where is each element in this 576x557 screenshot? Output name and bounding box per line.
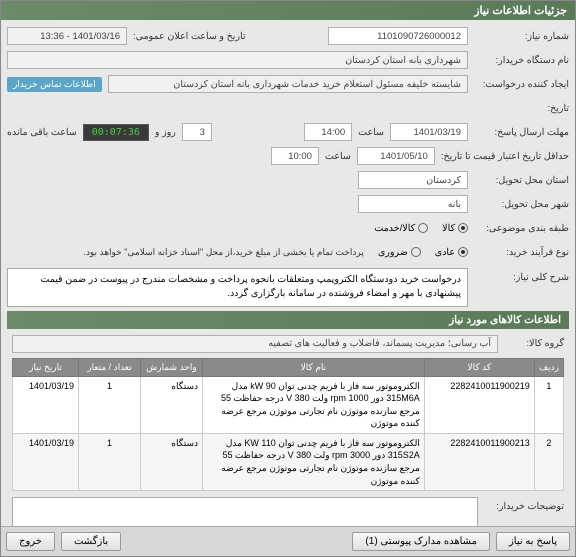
process-note: پرداخت تمام یا بخشی از مبلغ خرید،از محل … <box>7 247 364 258</box>
validity-label: حداقل تاریخ اعتبار قیمت تا تاریخ: <box>441 151 569 162</box>
footer-bar: پاسخ به نیاز مشاهده مدارک پیوستی (1) باز… <box>1 526 575 556</box>
grouping-opt-service[interactable]: کالا/خدمت <box>374 223 428 234</box>
reply-button[interactable]: پاسخ به نیاز <box>496 532 570 551</box>
goods-section-body: گروه کالا: آب رسانی؛ مدیریت پسماند، فاضل… <box>7 329 569 527</box>
desc-text: درخواست خرید دودستگاه الکتروپمپ ومتعلقات… <box>7 268 468 307</box>
hour-label-2: ساعت <box>325 151 351 162</box>
request-creator-label: ایجاد کننده درخواست: <box>474 79 569 90</box>
table-cell-code: 2282410011900213 <box>424 433 534 490</box>
table-cell-idx: 1 <box>534 376 563 433</box>
days-value: 3 <box>182 123 212 141</box>
table-cell-qty: 1 <box>79 376 141 433</box>
announce-label: تاریخ و ساعت اعلان عمومی: <box>133 31 246 42</box>
table-cell-unit: دستگاه <box>141 433 203 490</box>
buyer-org-label: نام دستگاه خریدار: <box>474 55 569 66</box>
table-row[interactable]: 12282410011900219الکتروموتور سه فاز با ف… <box>13 376 564 433</box>
table-row[interactable]: 22282410011900213الکتروموتور سه فاز با ف… <box>13 433 564 490</box>
contact-badge[interactable]: اطلاعات تماس خریدار <box>7 77 102 92</box>
table-cell-unit: دستگاه <box>141 376 203 433</box>
reply-deadline-time: 14:00 <box>304 123 352 141</box>
province-label: استان محل تحویل: <box>474 175 569 186</box>
province-field: کردستان <box>358 171 468 189</box>
need-number-field: 1101090726000012 <box>328 27 468 45</box>
announce-value: 1401/03/16 - 13:36 <box>7 27 127 45</box>
goods-th: واحد شمارش <box>141 358 203 376</box>
process-label: نوع فرآیند خرید: <box>474 247 569 258</box>
validity-time: 10:00 <box>271 147 319 165</box>
goods-th: کد کالا <box>424 358 534 376</box>
goods-table: ردیفکد کالانام کالاواحد شمارشتعداد / متع… <box>12 358 564 492</box>
validity-date: 1401/05/10 <box>357 147 435 165</box>
attachments-button[interactable]: مشاهده مدارک پیوستی (1) <box>352 532 490 551</box>
need-number-label: شماره نیاز: <box>474 31 569 42</box>
window-title: جزئیات اطلاعات نیاز <box>474 5 567 17</box>
content-area: شماره نیاز: 1101090726000012 تاریخ و ساع… <box>1 20 575 526</box>
grouping-opt-kala[interactable]: کالا <box>442 223 468 234</box>
goods-th: ردیف <box>534 358 563 376</box>
goods-section-header: اطلاعات کالاهای مورد نیاز <box>7 311 569 329</box>
desc-label: شرح کلی نیاز: <box>474 268 569 283</box>
process-opt-normal[interactable]: عادی <box>435 247 468 258</box>
goods-group-value: آب رسانی؛ مدیریت پسماند، فاضلاب و فعالیت… <box>12 335 498 353</box>
hour-label-1: ساعت <box>358 127 384 138</box>
main-window: جزئیات اطلاعات نیاز شماره نیاز: 11010907… <box>0 0 576 557</box>
table-cell-date: 1401/03/19 <box>13 376 79 433</box>
table-cell-qty: 1 <box>79 433 141 490</box>
city-label: شهر محل تحویل: <box>474 199 569 210</box>
remaining-label: ساعت باقی مانده <box>7 127 77 138</box>
city-field: بانه <box>358 195 468 213</box>
table-cell-name: الکتروموتور سه فاز با فریم چدنی توان KW … <box>203 433 425 490</box>
countdown-timer: 00:07:36 <box>83 124 149 141</box>
days-and-label: روز و <box>155 127 176 138</box>
process-opt-urgent[interactable]: ضروری <box>378 247 421 258</box>
back-button[interactable]: بازگشت <box>61 532 121 551</box>
goods-group-label: گروه کالا: <box>504 338 564 349</box>
buyer-notes-label: توضیحات خریدار: <box>484 497 564 512</box>
goods-th: نام کالا <box>203 358 425 376</box>
goods-th: تاریخ نیاز <box>13 358 79 376</box>
table-cell-name: الکتروموتور سه فاز با فریم چدنی توان kW … <box>203 376 425 433</box>
table-cell-idx: 2 <box>534 433 563 490</box>
exit-button[interactable]: خروج <box>6 532 55 551</box>
grouping-label: طبقه بندی موضوعی: <box>474 223 569 234</box>
reply-deadline-date: 1401/03/19 <box>390 123 468 141</box>
history-label: تاریخ: <box>474 103 569 114</box>
table-cell-code: 2282410011900219 <box>424 376 534 433</box>
table-cell-date: 1401/03/19 <box>13 433 79 490</box>
goods-th: تعداد / متعار <box>79 358 141 376</box>
buyer-org-field: شهرداری بانه استان کردستان <box>7 51 468 69</box>
request-creator-field: شایسته خلیفه مسئول استعلام خرید خدمات شه… <box>108 75 468 93</box>
buyer-notes-area[interactable] <box>12 497 478 526</box>
window-titlebar: جزئیات اطلاعات نیاز <box>1 1 575 20</box>
reply-deadline-label: مهلت ارسال پاسخ: <box>474 127 569 138</box>
